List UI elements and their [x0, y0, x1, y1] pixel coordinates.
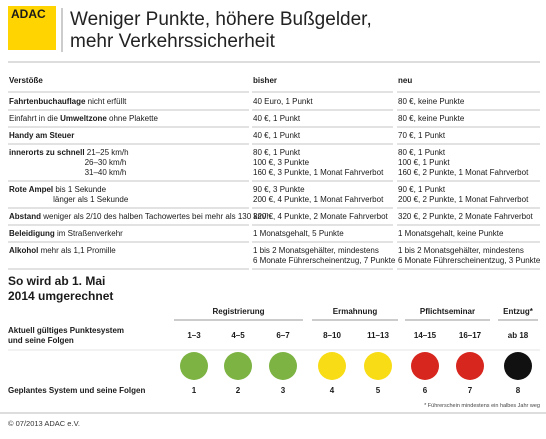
new-points: 2	[236, 386, 241, 395]
new-points: 5	[376, 386, 381, 395]
point-range: 4–5	[231, 331, 245, 340]
new-penalty: 6 Monate Führerscheinentzug, 3 Punkte	[398, 256, 541, 265]
offense-part: innerorts zu schnell	[9, 148, 85, 157]
row-label: Geplantes System und seine Folgen	[8, 386, 145, 395]
offense-part: mehr als 1,1 Promille	[38, 246, 116, 255]
column-header: Verstöße	[9, 76, 43, 85]
offense: länger als 1 Sekunde	[53, 195, 129, 204]
new-penalty: 1 bis 2 Monatsgehälter, mindestens	[398, 246, 524, 255]
old-penalty: 40 €, 1 Punkt	[253, 131, 301, 140]
group-title: Entzug*	[503, 307, 534, 316]
new-points: 3	[281, 386, 286, 395]
new-penalty: 160 €, 2 Punkte, 1 Monat Fahrverbot	[398, 168, 529, 177]
offense: Einfahrt in die Umweltzone ohne Plakette	[9, 114, 159, 123]
old-penalty: 320 €, 4 Punkte, 2 Monate Fahrverbot	[253, 212, 389, 221]
point-range: 11–13	[367, 331, 389, 340]
offense: 26–30 km/h	[85, 158, 127, 167]
logo: ADAC	[11, 7, 46, 21]
offense: Fahrtenbuchauflage nicht erfüllt	[9, 97, 127, 106]
status-dot	[364, 352, 392, 380]
offense: Alkohol mehr als 1,1 Promille	[9, 246, 116, 255]
point-range: 16–17	[459, 331, 482, 340]
old-penalty: 40 Euro, 1 Punkt	[253, 97, 313, 106]
new-penalty: 100 €, 1 Punkt	[398, 158, 450, 167]
old-penalty: 160 €, 3 Punkte, 1 Monat Fahrverbot	[253, 168, 384, 177]
offense-part: 21–25 km/h	[85, 148, 129, 157]
new-penalty: 80 €, keine Punkte	[398, 114, 465, 123]
offense-part: Umweltzone	[60, 114, 107, 123]
status-dot	[504, 352, 532, 380]
old-penalty: 1 Monatsgehalt, 5 Punkte	[253, 229, 344, 238]
row-label: Aktuell gültiges Punktesystem	[8, 326, 124, 335]
point-range: 1–3	[187, 331, 201, 340]
new-penalty: 90 €, 1 Punkt	[398, 185, 446, 194]
new-penalty: 200 €, 2 Punkte, 1 Monat Fahrverbot	[398, 195, 529, 204]
offense-part: im Straßenverkehr	[55, 229, 123, 238]
status-dot	[456, 352, 484, 380]
old-penalty: 200 €, 4 Punkte, 1 Monat Fahrverbot	[253, 195, 384, 204]
new-points: 4	[330, 386, 335, 395]
offense-part: Beleidigung	[9, 229, 55, 238]
offense-part: Fahrtenbuchauflage	[9, 97, 86, 106]
offense-part: Handy am Steuer	[9, 131, 74, 140]
title-line: Weniger Punkte, höhere Bußgelder,	[70, 9, 372, 30]
footnote: * Führerschein mindestens ein halbes Jah…	[424, 403, 540, 409]
point-range: 6–7	[276, 331, 290, 340]
old-penalty: 80 €, 1 Punkt	[253, 148, 301, 157]
offense-part: ohne Plakette	[107, 114, 159, 123]
new-penalty: 80 €, keine Punkte	[398, 97, 465, 106]
offense: Rote Ampel bis 1 Sekunde	[9, 185, 107, 194]
new-penalty: 70 €, 1 Punkt	[398, 131, 446, 140]
group-title: Registrierung	[212, 307, 264, 316]
new-points: 1	[192, 386, 197, 395]
status-dot	[224, 352, 252, 380]
offense-part: weniger als 2/10 des halben Tachowertes …	[41, 212, 271, 221]
offense: Beleidigung im Straßenverkehr	[9, 229, 123, 238]
offense-part: 26–30 km/h	[85, 158, 127, 167]
new-points: 8	[516, 386, 521, 395]
offense-part: Rote Ampel	[9, 185, 53, 194]
point-range: 14–15	[414, 331, 437, 340]
offense: Abstand weniger als 2/10 des halben Tach…	[9, 212, 271, 221]
row-label: und seine Folgen	[8, 336, 74, 345]
offense-part: Abstand	[9, 212, 41, 221]
title-line: mehr Verkehrssicherheit	[70, 31, 276, 52]
offense: innerorts zu schnell 21–25 km/h	[9, 148, 129, 157]
offense-part: Einfahrt in die	[9, 114, 60, 123]
column-header: bisher	[253, 76, 277, 85]
old-penalty: 100 €, 3 Punkte	[253, 158, 310, 167]
new-penalty: 320 €, 2 Punkte, 2 Monate Fahrverbot	[398, 212, 534, 221]
status-dot	[411, 352, 439, 380]
logo-box	[8, 6, 56, 50]
offense: Handy am Steuer	[9, 131, 74, 140]
group-title: Ermahnung	[333, 307, 378, 316]
offense-part: nicht erfüllt	[85, 97, 127, 106]
old-penalty: 1 bis 2 Monatsgehälter, mindestens	[253, 246, 379, 255]
status-dot	[180, 352, 208, 380]
offense-part: Alkohol	[9, 246, 38, 255]
new-penalty: 80 €, 1 Punkt	[398, 148, 446, 157]
offense: 31–40 km/h	[85, 168, 127, 177]
section-title: So wird ab 1. Mai	[8, 274, 105, 288]
old-penalty: 90 €, 3 Punkte	[253, 185, 305, 194]
point-range: ab 18	[508, 331, 529, 340]
new-points: 7	[468, 386, 473, 395]
old-penalty: 6 Monate Führerscheinentzug, 7 Punkte	[253, 256, 396, 265]
point-range: 8–10	[323, 331, 341, 340]
offense-part: bis 1 Sekunde	[53, 185, 106, 194]
status-dot	[318, 352, 346, 380]
new-penalty: 1 Monatsgehalt, keine Punkte	[398, 229, 504, 238]
footer: © 07/2013 ADAC e.V.	[8, 419, 80, 428]
old-penalty: 40 €, 1 Punkt	[253, 114, 301, 123]
group-title: Pflichtseminar	[420, 307, 475, 316]
offense-part: 31–40 km/h	[85, 168, 127, 177]
status-dot	[269, 352, 297, 380]
column-header: neu	[398, 76, 412, 85]
offense-part: länger als 1 Sekunde	[53, 195, 129, 204]
section-title: 2014 umgerechnet	[8, 289, 113, 303]
new-points: 6	[423, 386, 428, 395]
